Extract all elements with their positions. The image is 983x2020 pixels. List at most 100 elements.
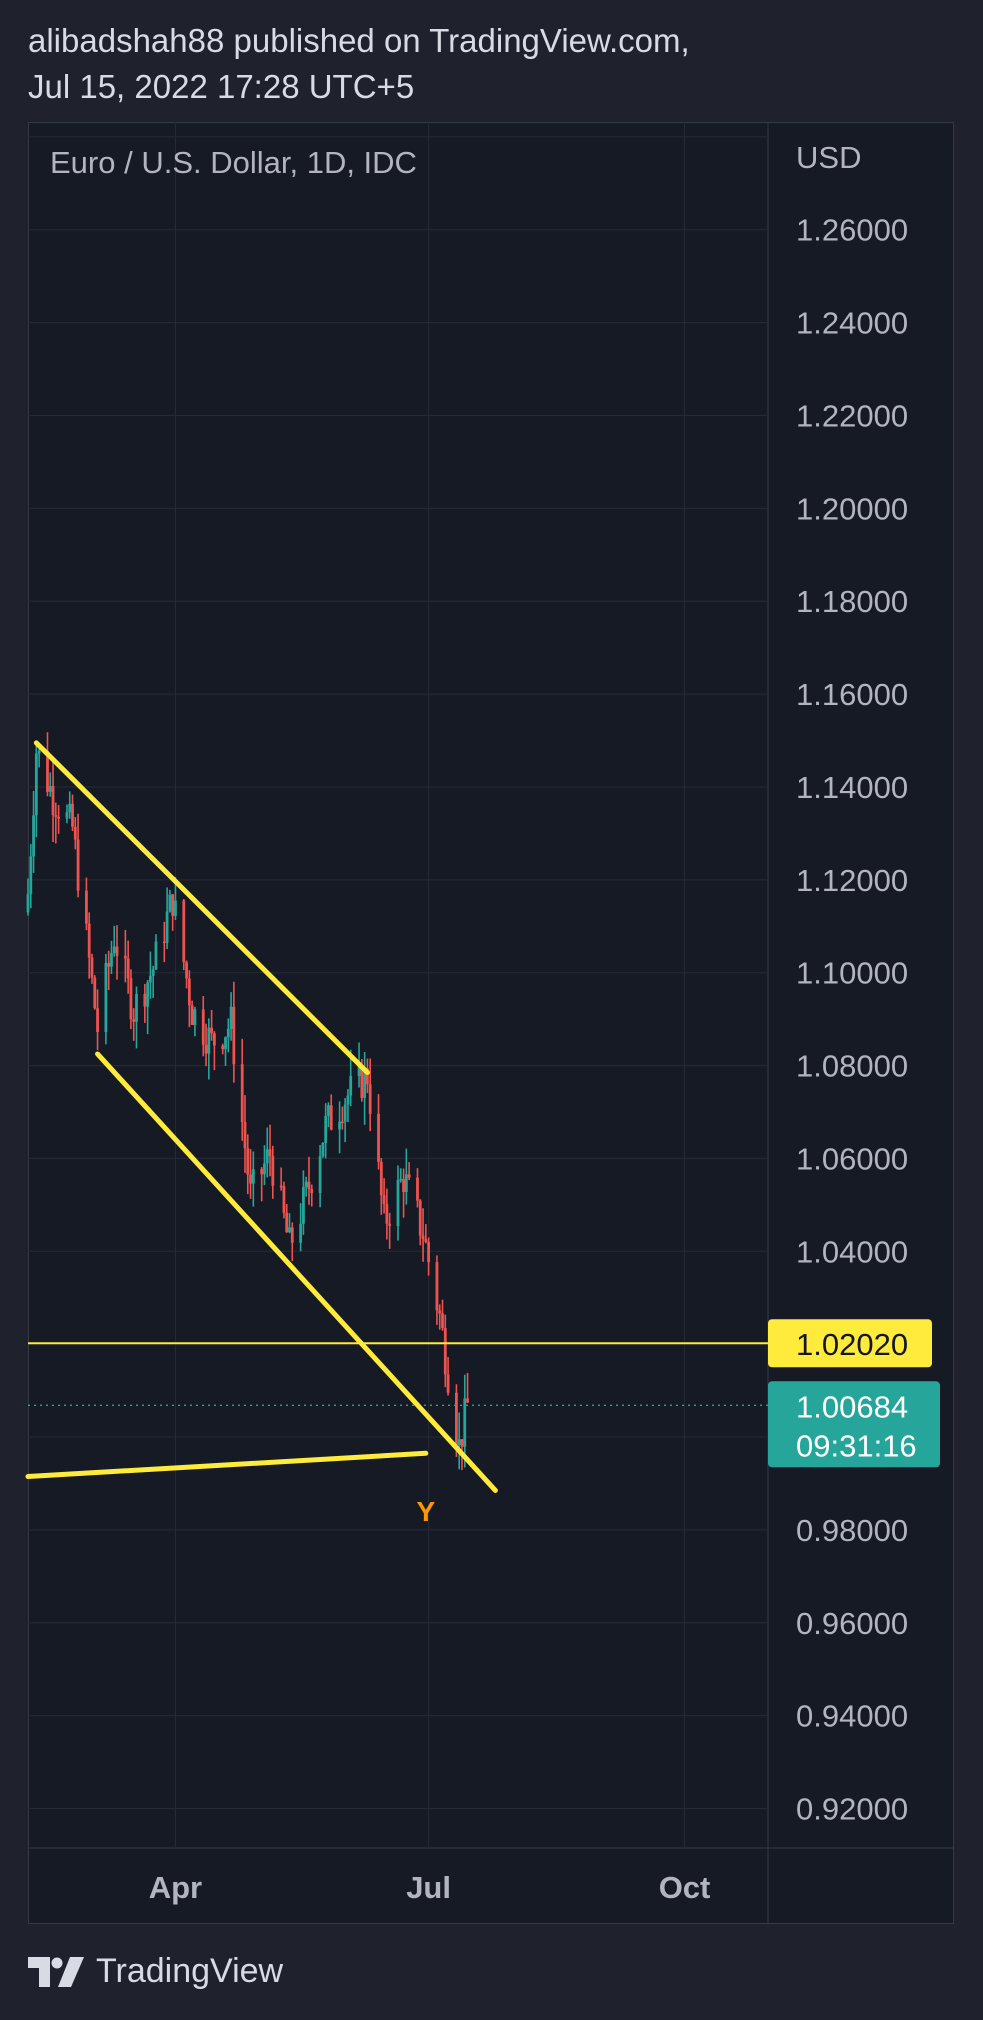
- candle-body: [446, 1374, 450, 1393]
- candle-body: [34, 753, 38, 816]
- price-tick-label: 1.04000: [796, 1234, 908, 1269]
- candle-body: [129, 978, 133, 1020]
- time-tick-label: Apr: [149, 1870, 202, 1905]
- price-tick-label: 1.24000: [796, 306, 908, 341]
- candle-body: [327, 1105, 330, 1116]
- candle-body: [54, 815, 58, 817]
- candle-body: [187, 978, 191, 1006]
- candle-body: [271, 1156, 275, 1186]
- candle-body: [304, 1181, 308, 1188]
- price-tick-label: 0.98000: [796, 1513, 908, 1548]
- level-price-tag-label: 1.02020: [796, 1327, 908, 1362]
- candle-body: [57, 816, 61, 819]
- tradingview-logo-icon[interactable]: [28, 1956, 84, 1987]
- trend-line: [95, 1051, 498, 1493]
- candle-body: [321, 1142, 325, 1157]
- bar-countdown-label: 09:31:16: [796, 1428, 917, 1463]
- price-tick-label: 1.26000: [796, 213, 908, 248]
- candle-body: [360, 1064, 364, 1098]
- candle-body: [363, 1068, 367, 1098]
- candle-body: [457, 1439, 461, 1445]
- price-tick-label: 1.12000: [796, 863, 908, 898]
- candle-body: [132, 1019, 136, 1022]
- candle-body: [123, 955, 127, 959]
- price-tick-label: 1.16000: [796, 677, 908, 712]
- time-tick-label: Jul: [406, 1870, 451, 1905]
- grid-lines: [28, 122, 768, 1848]
- candle-body: [29, 856, 33, 895]
- time-tick-label: Oct: [659, 1870, 711, 1905]
- candle-body: [104, 962, 108, 1033]
- candle-body: [382, 1195, 386, 1205]
- chart-frame: [28, 122, 954, 1924]
- drawings: Y: [25, 740, 768, 1527]
- price-tick-label: 1.14000: [796, 770, 908, 805]
- candle-body: [368, 1084, 372, 1114]
- candle-body: [224, 1037, 227, 1050]
- candle-body: [93, 977, 97, 1009]
- candle-body: [441, 1313, 444, 1329]
- candle-body: [171, 894, 175, 916]
- candle-body: [421, 1235, 425, 1240]
- candle-body: [212, 1033, 216, 1046]
- wave-label-y: Y: [416, 1496, 435, 1527]
- candle-body: [318, 1156, 322, 1194]
- candle-body: [265, 1149, 269, 1164]
- current-price-tag: [768, 1381, 940, 1468]
- candles: [26, 732, 469, 1471]
- candle-body: [285, 1212, 289, 1233]
- candle-body: [307, 1181, 311, 1190]
- trend-line: [25, 1450, 429, 1480]
- candle-body: [407, 1174, 411, 1178]
- candle-body: [385, 1204, 389, 1224]
- price-tick-label: 1.06000: [796, 1141, 908, 1176]
- price-tick-label: 1.22000: [796, 398, 908, 433]
- candle-body: [174, 900, 177, 916]
- current-price-tag-label: 1.00684: [796, 1389, 908, 1424]
- price-axis: 1.26000 1.24000 1.22000 1.20000 1.18000 1.160…: [796, 213, 908, 1827]
- candle-body: [388, 1223, 392, 1226]
- candle-body: [343, 1104, 347, 1122]
- candle-body: [32, 815, 35, 857]
- brand-name[interactable]: TradingView: [96, 1952, 284, 1990]
- trend-line: [33, 740, 370, 1076]
- candle-body: [243, 1121, 247, 1149]
- candle-body: [87, 923, 91, 958]
- candle-body: [201, 1009, 205, 1045]
- candle-body: [154, 941, 158, 970]
- price-tick-label: 0.94000: [796, 1699, 908, 1734]
- candle-body: [282, 1186, 286, 1213]
- candle-body: [193, 1009, 197, 1026]
- candle-body: [110, 953, 113, 967]
- candle-body: [379, 1161, 383, 1196]
- candle-body: [402, 1179, 405, 1192]
- candle-body: [396, 1180, 400, 1226]
- candle-body: [260, 1169, 264, 1175]
- candle-body: [246, 1148, 250, 1175]
- candle-body: [329, 1105, 333, 1130]
- candle-body: [207, 1027, 211, 1054]
- candle-body: [299, 1223, 303, 1243]
- candle-body: [162, 941, 166, 944]
- candle-body: [85, 890, 88, 924]
- candle-body: [149, 975, 152, 983]
- candle-body: [73, 826, 77, 840]
- candle-body: [96, 1008, 99, 1033]
- candle-body: [76, 839, 80, 891]
- price-tick-label: 1.10000: [796, 956, 908, 991]
- footer: TradingView: [28, 1952, 283, 1991]
- price-tick-label: 1.18000: [796, 584, 908, 619]
- time-axis: Apr Jul Oct: [149, 1870, 711, 1905]
- candle-body: [340, 1121, 344, 1124]
- candle-body: [416, 1177, 419, 1201]
- candle-body: [146, 982, 150, 1007]
- candle-body: [438, 1310, 442, 1314]
- currency-label[interactable]: USD: [796, 140, 862, 175]
- candle-body: [377, 1113, 380, 1162]
- candle-body: [460, 1439, 464, 1447]
- candle-body: [463, 1398, 467, 1447]
- candle-body: [51, 785, 55, 816]
- candle-body: [249, 1174, 252, 1184]
- candle-body: [46, 750, 49, 792]
